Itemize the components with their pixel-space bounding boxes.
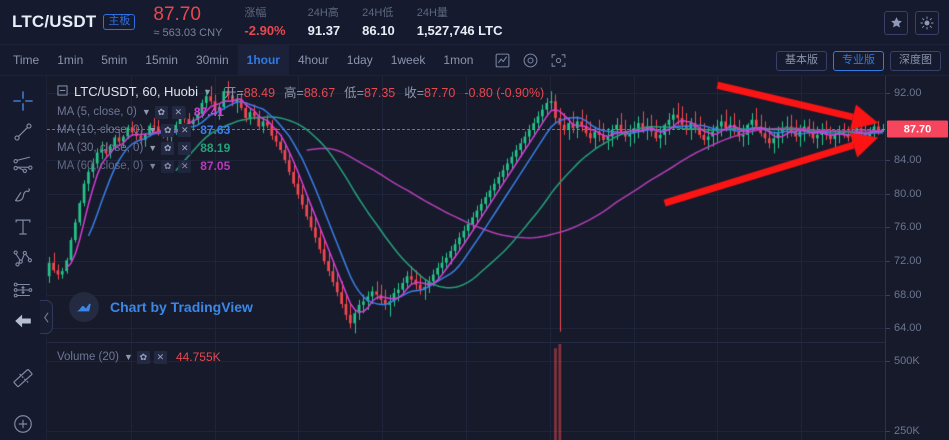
- volume-legend-label[interactable]: Volume (20): [57, 351, 120, 363]
- arrow-left-tool[interactable]: [8, 306, 38, 338]
- volume-tick: 500K: [886, 354, 920, 367]
- market-stat-value: -2.90%: [244, 23, 286, 39]
- price-axis[interactable]: 92.00 84.00 80.00 76.00 72.00 68.00 64.00 87.7…: [885, 76, 949, 440]
- current-price-badge: 87.70: [887, 120, 948, 138]
- timeframe-list: Time 1min 5min 15min 30min 1hour 4hour 1day 1wee…: [4, 44, 482, 76]
- market-stat: 24H量 1,527,746 LTC: [417, 6, 503, 38]
- timeframe-30min[interactable]: 30min: [195, 53, 229, 67]
- brightness-icon[interactable]: [915, 10, 939, 35]
- market-type-badge: 主板: [103, 14, 136, 30]
- price-tick: 68.00: [886, 288, 922, 301]
- market-stat: 24H低 86.10: [362, 6, 395, 38]
- crosshair-tool[interactable]: [8, 85, 38, 117]
- market-stat-value: 86.10: [362, 23, 395, 39]
- volume-chevron-down-icon[interactable]: ▼: [124, 352, 133, 362]
- timeframe-15min[interactable]: 15min: [145, 53, 178, 67]
- price-and-volume-canvas[interactable]: [47, 76, 885, 440]
- chart-canvas-area[interactable]: Chart by TradingView LTC/USDT, 60, Huobi…: [47, 76, 949, 440]
- market-stat-label: 涨幅: [244, 6, 267, 19]
- fib-tool[interactable]: [8, 274, 38, 306]
- price-tick: 64.00: [886, 322, 922, 335]
- indicator-icon[interactable]: [492, 50, 512, 70]
- market-stat-value: 91.37: [307, 23, 341, 39]
- price-tick: 92.00: [886, 86, 922, 99]
- timeframe-time[interactable]: Time: [13, 53, 40, 67]
- timeframe-1week[interactable]: 1week: [390, 53, 426, 67]
- trendline-tool[interactable]: [8, 117, 38, 149]
- price-tick: 84.00: [886, 154, 922, 167]
- price-cny: ≈ 563.03 CNY: [153, 26, 223, 39]
- market-stat-value: 1,527,746 LTC: [416, 23, 503, 39]
- view-mode-2[interactable]: 深度图: [890, 50, 941, 71]
- price-tick: 80.00: [886, 187, 922, 200]
- star-icon[interactable]: [884, 10, 908, 35]
- market-stat-label: 24H低: [362, 6, 394, 19]
- price-tick: 72.00: [886, 255, 922, 268]
- view-mode-group: 基本版 专业版 深度图: [776, 45, 941, 76]
- timeframe-1day[interactable]: 1day: [346, 53, 373, 67]
- view-mode-0[interactable]: 基本版: [776, 50, 827, 71]
- zoom-in-tool[interactable]: [8, 409, 38, 440]
- timeframe-toolbar: Time 1min 5min 15min 30min 1hour 4hour 1day 1wee…: [0, 44, 949, 76]
- header-actions: [884, 0, 939, 45]
- timeframe-1hour[interactable]: 1hour: [237, 44, 289, 76]
- last-price-group: 87.70 ≈ 563.03 CNY: [153, 5, 222, 39]
- volume-tick: 250K: [886, 424, 920, 437]
- price-tick: 76.00: [886, 221, 922, 234]
- volume-legend: Volume (20) ▼ ✿ ✕ 44.755K: [57, 350, 221, 364]
- market-stat-label: 24H高: [307, 6, 339, 19]
- sidebar-collapse-handle[interactable]: [40, 300, 53, 334]
- timeframe-1min[interactable]: 1min: [57, 53, 84, 67]
- brush-tool[interactable]: [8, 180, 38, 212]
- settings-circle-icon[interactable]: [520, 50, 540, 70]
- volume-settings-icon[interactable]: ✿: [136, 350, 150, 364]
- timeframe-5min[interactable]: 5min: [101, 53, 128, 67]
- view-mode-1[interactable]: 专业版: [833, 50, 884, 71]
- text-tool[interactable]: [8, 211, 38, 243]
- volume-remove-icon[interactable]: ✕: [153, 350, 167, 364]
- market-header: LTC/USDT 主板 87.70 ≈ 563.03 CNY 涨幅 -2.90% 2…: [0, 0, 949, 45]
- chart-tool-icons: [492, 50, 568, 70]
- market-stat: 24H高 91.37: [308, 6, 341, 38]
- market-stat-label: 24H量: [416, 6, 448, 19]
- pattern-tool[interactable]: [8, 243, 38, 275]
- fullscreen-icon[interactable]: [548, 50, 568, 70]
- market-stat: 涨幅 -2.90%: [244, 6, 285, 38]
- pair-name[interactable]: LTC/USDT: [12, 12, 97, 31]
- timeframe-1mon[interactable]: 1mon: [443, 53, 474, 67]
- drawing-toolbar: [0, 76, 47, 440]
- volume-value: 44.755K: [175, 350, 221, 364]
- last-price: 87.70: [153, 4, 201, 26]
- timeframe-4hour[interactable]: 4hour: [297, 53, 329, 67]
- measure-tool[interactable]: [8, 363, 38, 395]
- market-stats: 涨幅 -2.90% 24H高 91.37 24H低 86.10 24H量 1,527,746 …: [222, 6, 502, 38]
- parallel-channel-tool[interactable]: [8, 148, 38, 180]
